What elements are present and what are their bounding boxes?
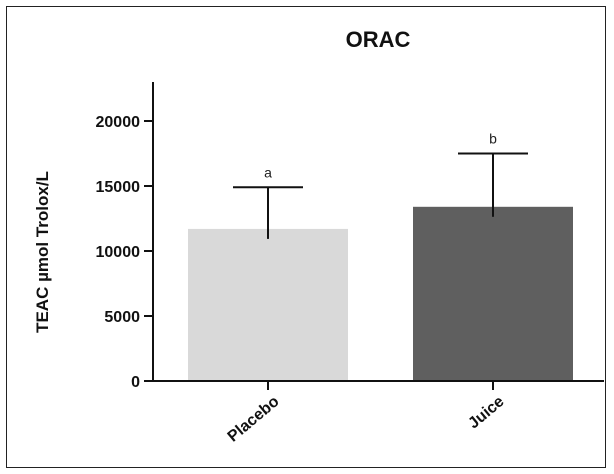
y-tick-label-0: 0 — [131, 374, 140, 391]
y-tick-label-20000: 20000 — [96, 114, 141, 131]
chart-title: ORAC — [346, 27, 411, 52]
category-label-juice: Juice — [465, 393, 507, 432]
bar-juice — [413, 206, 573, 381]
y-tick-label-10000: 10000 — [96, 244, 141, 261]
y-tick-label-15000: 15000 — [96, 179, 141, 196]
significance-label-juice: b — [489, 131, 497, 147]
plot-area: a Placebo b Juice 0 5000 10000 15000 20000 — [96, 82, 604, 446]
category-label-placebo: Placebo — [225, 393, 283, 446]
bar-placebo — [188, 228, 348, 381]
y-tick-label-5000: 5000 — [104, 309, 140, 326]
y-axis-label: TEAC µmol Trolox/L — [33, 171, 52, 333]
significance-label-placebo: a — [264, 164, 272, 180]
